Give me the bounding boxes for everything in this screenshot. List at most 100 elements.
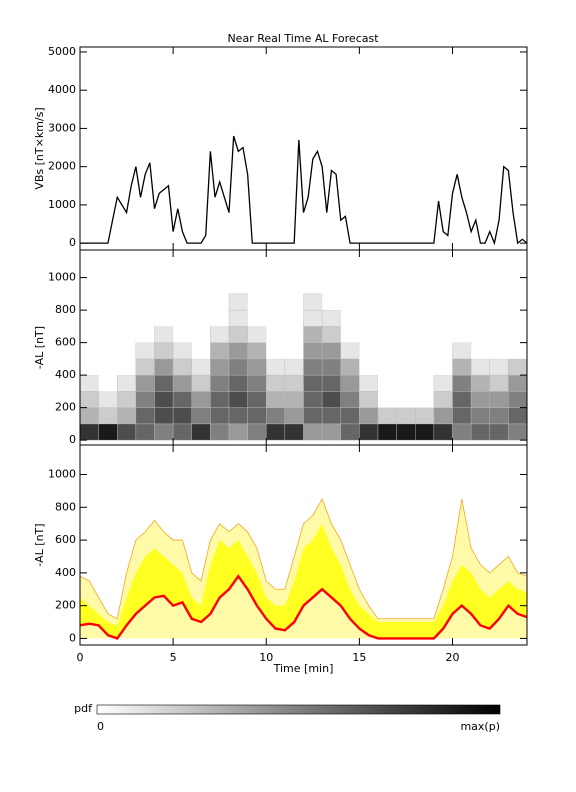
x-tick-label: 5 (170, 651, 177, 664)
heat-cell (266, 326, 285, 343)
heat-cell (303, 309, 323, 327)
heat-cell (396, 326, 416, 343)
heat-cell (154, 310, 174, 327)
heat-cell (415, 326, 434, 343)
heat-cell (191, 358, 211, 376)
heat-cell (266, 423, 286, 441)
panel-frame (79, 444, 528, 646)
y-tick-label: 600 (55, 533, 76, 546)
heat-cell (79, 407, 99, 425)
heat-cell (191, 293, 211, 311)
y-tick-label: 0 (69, 236, 76, 249)
y-tick-label: 5000 (48, 45, 76, 58)
heat-cell (247, 374, 267, 392)
heat-cell (508, 391, 528, 408)
heat-cell (172, 358, 192, 376)
heat-cell (191, 326, 211, 343)
heat-cell (340, 358, 360, 376)
y-tick-label: 800 (55, 500, 76, 513)
y-tick-label: 4000 (48, 83, 76, 96)
heat-cell (247, 293, 267, 311)
heat-cell (173, 293, 192, 311)
heat-cell (433, 310, 453, 327)
heat-cell (228, 358, 248, 376)
heat-cell (378, 293, 397, 311)
heat-cell (172, 407, 192, 425)
heat-cell (415, 310, 434, 327)
heat-cell (247, 310, 267, 327)
inner-band (80, 523, 527, 639)
heat-cell (98, 391, 118, 408)
heat-cell (321, 423, 341, 441)
heat-cell (321, 309, 341, 327)
x-tick-label: 20 (446, 651, 460, 664)
heat-cell (508, 342, 527, 359)
heat-cell (228, 309, 248, 327)
heat-cell (117, 423, 137, 441)
heat-cell (471, 310, 490, 327)
panel (80, 135, 528, 246)
heat-cell (433, 358, 453, 376)
heat-cell (266, 358, 286, 376)
heat-cell (396, 293, 416, 311)
heat-cell (415, 375, 434, 392)
heat-cell (433, 391, 453, 408)
heat-cell (452, 374, 472, 392)
heat-cell (135, 423, 155, 441)
heat-cell (154, 374, 174, 392)
heat-cell (452, 358, 472, 376)
panel-frame (79, 46, 528, 251)
heat-cell (378, 375, 397, 392)
heat-cell (433, 407, 453, 425)
heat-cell (191, 310, 211, 327)
outer-edge (79, 498, 528, 620)
heat-cell (135, 374, 155, 392)
heat-cell (489, 358, 509, 376)
heat-cell (508, 293, 527, 311)
heat-cell (415, 391, 434, 408)
heat-cell (266, 391, 286, 408)
heat-cell (359, 310, 378, 327)
heat-cell (210, 326, 230, 343)
heat-cell (80, 310, 99, 327)
heat-cell (284, 326, 304, 343)
colorbar (96, 704, 501, 715)
heat-cell (266, 342, 285, 359)
heat-cell (284, 342, 304, 359)
y-tick-label: 400 (55, 368, 76, 381)
heat-cell (191, 374, 211, 392)
heat-cell (489, 374, 509, 392)
colorbar-tick-label: max(p) (460, 720, 500, 733)
heat-cell (378, 326, 397, 343)
heat-cell (415, 423, 435, 441)
heat-cell (172, 391, 192, 408)
heat-cell (247, 358, 267, 376)
heat-cell (452, 342, 472, 360)
heat-cell (79, 374, 99, 392)
heat-cell (340, 310, 360, 327)
heat-cell (340, 342, 360, 360)
heat-cell (135, 358, 155, 376)
heat-cell (79, 391, 99, 408)
heat-cell (321, 391, 341, 408)
heat-cell (452, 423, 472, 441)
heat-cell (98, 375, 118, 392)
y-axis-label: VBs [nT×km/s] (33, 107, 46, 189)
heat-cell (210, 293, 229, 311)
heat-cell (247, 326, 267, 343)
heat-cell (471, 326, 490, 343)
heat-cell (489, 423, 509, 441)
heat-cell (80, 293, 99, 311)
heat-cell (117, 407, 137, 425)
heat-cell (173, 326, 192, 343)
heat-cell (135, 342, 155, 360)
heat-cell (210, 310, 229, 327)
heat-cell (154, 358, 174, 376)
y-tick-label: 600 (55, 336, 76, 349)
panel (79, 293, 528, 441)
heat-cell (359, 342, 378, 359)
heat-cell (191, 342, 211, 359)
heat-cell (359, 391, 379, 408)
heat-cell (266, 310, 285, 327)
heat-cell (433, 374, 453, 392)
